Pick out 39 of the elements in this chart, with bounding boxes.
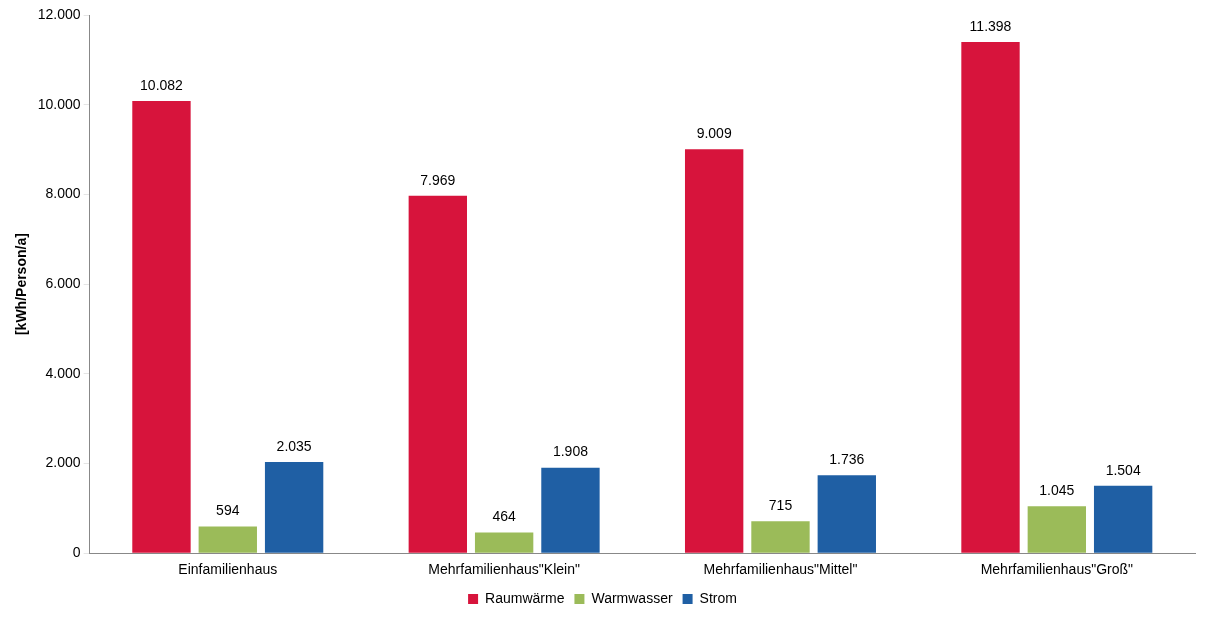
data-label: 1.045 [1039,482,1075,499]
bar [198,526,257,553]
data-label: 1.736 [829,451,865,468]
data-label: 1.504 [1105,461,1141,478]
legend-label: Raumwärme [485,589,565,606]
bar [684,149,744,553]
bar [541,467,600,553]
bar [132,101,191,553]
x-tick-label: Mehrfamilienhaus"Groß" [980,561,1134,578]
bar [817,475,876,553]
bar [408,195,467,553]
bar [1093,485,1153,553]
data-label: 10.082 [140,76,184,93]
y-tick-label: 10.000 [37,95,81,112]
y-tick-label: 0 [72,544,81,561]
data-label: 1.908 [552,443,589,460]
legend-label: Strom [699,589,737,606]
data-label: 2.035 [276,437,312,454]
data-label: 594 [216,502,240,519]
y-tick-label: 12.000 [37,5,81,22]
bar [264,461,324,553]
y-tick-label: 4.000 [45,364,81,381]
y-axis-title: [kWh/Person/a] [13,233,30,336]
bar [1027,506,1087,553]
data-label: 715 [768,496,793,513]
x-tick-label: Mehrfamilienhaus"Klein" [428,561,580,578]
legend-label: Warmwasser [591,589,673,606]
bar [751,521,810,553]
y-tick-label: 8.000 [45,185,81,202]
data-label: 464 [492,508,517,525]
bar [474,532,534,553]
y-tick-label: 2.000 [45,454,81,471]
x-tick-label: Einfamilienhaus [178,561,278,578]
data-label: 7.969 [420,171,456,188]
data-label: 9.009 [696,125,732,142]
bar [961,42,1020,553]
y-tick-label: 6.000 [45,274,81,291]
data-label: 11.398 [969,17,1012,34]
x-tick-label: Mehrfamilienhaus"Mittel" [703,561,858,578]
